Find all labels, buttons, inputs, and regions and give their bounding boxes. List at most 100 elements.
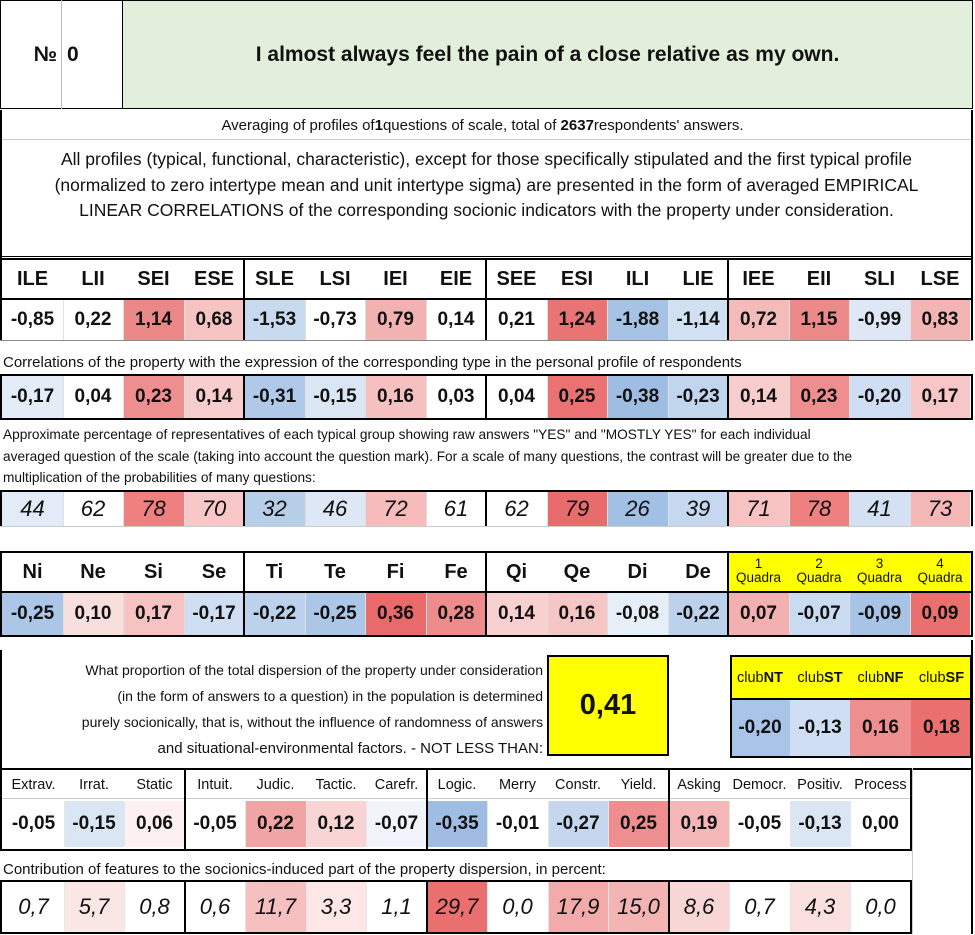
table-rule — [487, 801, 488, 847]
table-rule — [910, 593, 911, 635]
type-profile-value: -1,53 — [244, 300, 305, 340]
table-rule — [426, 593, 427, 635]
club-prefix: club — [918, 669, 946, 686]
table-rule — [123, 492, 124, 526]
table-rule — [366, 801, 367, 847]
table-rule — [668, 768, 670, 851]
type-pct-value: 71 — [728, 492, 789, 526]
type-profile-value: -1,14 — [668, 300, 728, 340]
trait-header: Judic. — [256, 777, 295, 793]
type-corr-value: -0,20 — [849, 376, 910, 418]
trait-header: Tactic. — [315, 777, 357, 793]
quadra-label: Quadra — [917, 570, 963, 585]
trait-contrib-value: 3,3 — [306, 882, 366, 932]
type-header: SEI — [137, 268, 170, 290]
function-header: Ne — [80, 560, 106, 583]
type-profile-value: 0,79 — [365, 300, 426, 340]
table-rule — [63, 593, 64, 635]
table-rule — [910, 492, 911, 526]
club-name: NF — [884, 669, 904, 686]
trait-contrib-value: 5,7 — [64, 882, 124, 932]
table-rule — [0, 340, 973, 341]
table-rule — [971, 640, 973, 770]
table-rule — [0, 880, 912, 882]
table-rule — [0, 551, 2, 637]
table-rule — [971, 258, 973, 340]
type-corr-value: -0,15 — [305, 376, 365, 418]
quadra-value: -0,09 — [849, 593, 910, 635]
table-rule — [849, 593, 850, 635]
trait-header: Process — [854, 777, 907, 793]
intro-line: LINEAR CORRELATIONS of the corresponding… — [79, 200, 894, 220]
type-header: SEE — [496, 268, 537, 290]
quadra-value: 0,07 — [728, 593, 789, 635]
table-rule — [607, 300, 608, 340]
table-rule — [668, 492, 669, 526]
function-header: Se — [201, 560, 227, 583]
type-profile-value: 1,14 — [123, 300, 184, 340]
trait-value: -0,07 — [366, 801, 427, 847]
trait-header: Intuit. — [197, 777, 233, 793]
trait-value: 0,19 — [669, 801, 729, 847]
club-name: ST — [824, 669, 843, 686]
table-rule — [365, 593, 366, 635]
trait-contrib-value: 1,1 — [366, 882, 427, 932]
type-profile-value: -0,85 — [2, 300, 63, 340]
table-rule — [0, 256, 973, 257]
table-rule — [0, 932, 912, 934]
club-name: NT — [763, 669, 783, 686]
type-header: EII — [806, 268, 832, 290]
type-header: IEI — [383, 268, 408, 290]
table-rule — [426, 880, 428, 934]
type-corr-value: -0,38 — [607, 376, 668, 418]
table-rule — [485, 258, 487, 340]
table-rule — [0, 849, 912, 851]
table-rule — [123, 376, 124, 418]
club-prefix: club — [737, 669, 764, 686]
table-rule — [971, 768, 973, 934]
function-value: -0,08 — [607, 593, 668, 635]
quadra-header: 3 Quadra — [849, 553, 910, 591]
table-rule — [910, 880, 912, 934]
table-rule — [0, 798, 912, 799]
type-profile-value: 1,15 — [789, 300, 849, 340]
table-rule — [245, 801, 246, 847]
table-rule — [426, 492, 427, 526]
table-rule — [305, 376, 306, 418]
trait-contrib-value: 17,9 — [548, 882, 608, 932]
function-value: -0,22 — [244, 593, 305, 635]
table-rule — [485, 374, 487, 418]
table-rule — [729, 882, 730, 932]
club-prefix: club — [857, 669, 885, 686]
table-rule — [849, 376, 850, 418]
table-rule — [910, 376, 911, 418]
table-rule — [0, 526, 973, 527]
table-rule — [243, 490, 245, 526]
table-rule — [245, 882, 246, 932]
quadra-number: 1 — [754, 556, 763, 571]
club-value: 0,16 — [850, 700, 911, 756]
type-profile-value: -1,88 — [607, 300, 668, 340]
table-rule — [850, 882, 851, 932]
table-rule — [63, 492, 64, 526]
trait-header: Irrat. — [79, 777, 109, 793]
contrib-caption: Contribution of features to the sociоnic… — [3, 860, 606, 878]
function-value: 0,16 — [547, 593, 607, 635]
averaging-summary: Averaging of profiles of 1 questions of … — [221, 116, 744, 134]
trait-header: Extrav. — [11, 777, 56, 793]
dispersion-text-line: and situational-environmental factors. -… — [157, 739, 543, 757]
type-header: SLI — [863, 268, 896, 290]
table-rule — [0, 418, 973, 420]
table-rule — [485, 490, 487, 526]
table-rule — [727, 551, 729, 637]
table-rule — [912, 768, 913, 934]
table-rule — [789, 300, 790, 340]
trait-header: Yield. — [620, 777, 657, 793]
type-header: EIE — [439, 268, 473, 290]
type-header: IEE — [742, 268, 775, 290]
club-value: -0,13 — [790, 700, 850, 756]
type-header: LII — [81, 268, 105, 290]
table-rule — [365, 376, 366, 418]
club-header: club NT — [730, 657, 790, 698]
type-header: LSI — [319, 268, 351, 290]
